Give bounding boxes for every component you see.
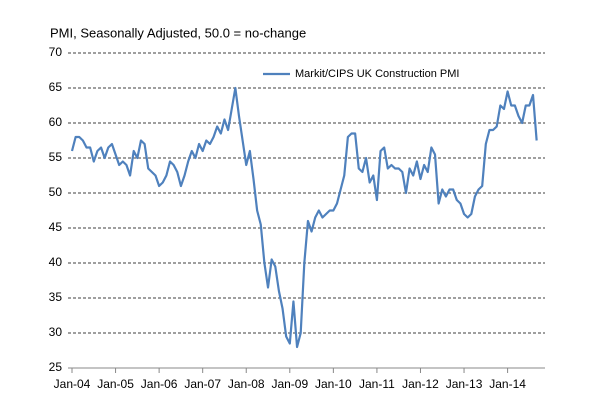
y-tick-label: 30 — [49, 325, 63, 339]
y-tick-label: 40 — [49, 255, 63, 269]
x-tick-label: Jan-11 — [359, 377, 395, 391]
y-tick-label: 35 — [49, 290, 63, 304]
x-tick-label: Jan-13 — [446, 377, 483, 391]
x-tick-label: Jan-06 — [141, 377, 178, 391]
chart-title: PMI, Seasonally Adjusted, 50.0 = no-chan… — [50, 25, 306, 40]
y-tick-label: 50 — [49, 185, 63, 199]
x-tick-label: Jan-08 — [228, 377, 265, 391]
legend-label: Markit/CIPS UK Construction PMI — [295, 68, 459, 80]
x-tick-label: Jan-07 — [184, 377, 221, 391]
y-tick-label: 70 — [49, 45, 63, 59]
y-tick-label: 55 — [49, 150, 63, 164]
x-tick-label: Jan-10 — [315, 377, 352, 391]
x-tick-label: Jan-05 — [97, 377, 134, 391]
x-tick-label: Jan-14 — [489, 377, 526, 391]
series-line — [70, 86, 538, 349]
y-tick-label: 60 — [49, 115, 63, 129]
x-tick-label: Jan-09 — [271, 377, 308, 391]
y-tick-label: 65 — [49, 80, 63, 94]
y-tick-label: 25 — [49, 360, 63, 374]
y-tick-label: 45 — [49, 220, 63, 234]
x-tick-label: Jan-12 — [402, 377, 439, 391]
x-tick-label: Jan-04 — [54, 377, 91, 391]
